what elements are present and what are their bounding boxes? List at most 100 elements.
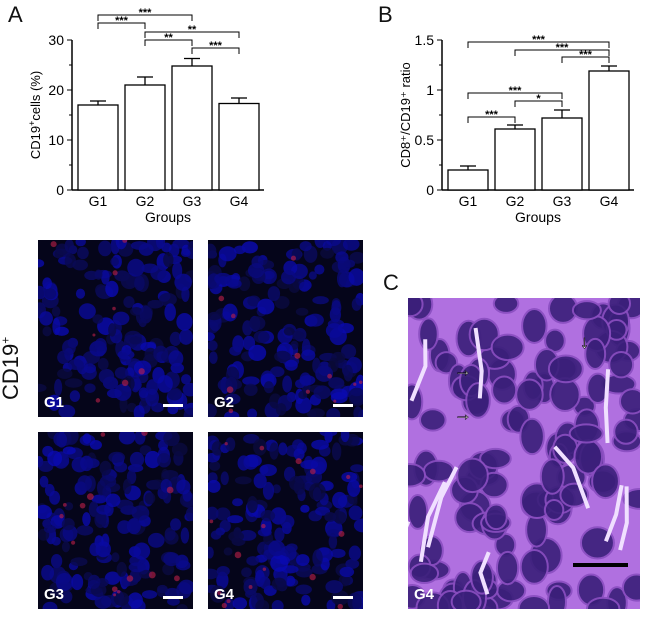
scale-bar bbox=[163, 596, 183, 599]
nucleus bbox=[484, 503, 508, 531]
cd19-signal bbox=[50, 241, 57, 248]
stroma bbox=[426, 466, 459, 548]
significance-bracket bbox=[97, 14, 193, 21]
nucleus bbox=[39, 475, 49, 488]
nucleus bbox=[348, 505, 363, 521]
bar-g4 bbox=[218, 102, 260, 191]
nucleus bbox=[38, 285, 47, 300]
cd19-signal bbox=[228, 408, 234, 414]
cd19-signal bbox=[121, 379, 129, 387]
nucleus bbox=[116, 499, 134, 510]
cd19-signal bbox=[100, 432, 106, 437]
fluorescence-image-g3: G3 bbox=[38, 432, 193, 609]
nucleus bbox=[209, 460, 221, 471]
nucleus bbox=[253, 473, 267, 489]
significance-label: * bbox=[536, 93, 541, 105]
bar-g3 bbox=[171, 65, 213, 191]
nucleus bbox=[274, 350, 291, 363]
image-label: G2 bbox=[214, 394, 235, 411]
x-tick-label: G3 bbox=[183, 193, 202, 209]
cd19-signal bbox=[358, 380, 363, 384]
nucleus bbox=[519, 417, 545, 456]
nucleus bbox=[299, 375, 316, 386]
nucleus bbox=[608, 350, 635, 379]
nucleus bbox=[110, 257, 119, 266]
significance-bracket bbox=[467, 116, 516, 123]
nucleus bbox=[157, 375, 173, 393]
nucleus bbox=[49, 490, 61, 505]
nucleus bbox=[88, 501, 99, 517]
arrow-icon: ↓ bbox=[580, 332, 589, 352]
nucleus bbox=[96, 504, 111, 515]
nucleus bbox=[308, 271, 317, 280]
nucleus bbox=[281, 270, 296, 285]
nucleus bbox=[155, 240, 166, 249]
nucleus bbox=[331, 442, 342, 461]
nucleus bbox=[113, 591, 130, 606]
nucleus bbox=[257, 298, 275, 315]
cd19-signal bbox=[353, 382, 357, 386]
cd19-signal bbox=[148, 571, 156, 579]
nucleus bbox=[218, 246, 237, 262]
cd19-signal bbox=[224, 442, 228, 446]
nucleus bbox=[328, 377, 345, 389]
nucleus bbox=[247, 263, 265, 279]
nucleus bbox=[138, 387, 149, 399]
nucleus bbox=[157, 453, 171, 468]
nucleus bbox=[314, 264, 325, 275]
nucleus bbox=[274, 527, 285, 542]
nucleus bbox=[114, 367, 129, 379]
nucleus bbox=[68, 359, 84, 370]
nucleus bbox=[38, 383, 47, 393]
nucleus bbox=[284, 359, 298, 371]
nucleus bbox=[293, 479, 306, 495]
nucleus bbox=[42, 601, 58, 609]
significance-bracket bbox=[514, 100, 563, 107]
nucleus bbox=[54, 326, 69, 336]
significance-label: *** bbox=[556, 42, 570, 54]
nucleus bbox=[515, 378, 544, 411]
cd19-signal bbox=[174, 575, 180, 582]
nucleus bbox=[325, 580, 344, 594]
nucleus bbox=[89, 542, 101, 557]
nucleus bbox=[247, 495, 258, 513]
nucleus bbox=[174, 273, 192, 291]
nucleus bbox=[568, 423, 604, 444]
x-axis-label: Groups bbox=[515, 209, 561, 225]
nucleus bbox=[214, 272, 232, 285]
nucleus bbox=[178, 579, 193, 595]
nucleus bbox=[280, 515, 295, 529]
significance-label: *** bbox=[115, 15, 129, 27]
nucleus bbox=[133, 360, 152, 376]
x-tick-label: G4 bbox=[230, 193, 249, 209]
nucleus bbox=[237, 455, 250, 471]
cd19-signal bbox=[248, 585, 253, 589]
nucleus bbox=[94, 269, 103, 280]
nucleus bbox=[224, 393, 241, 405]
y-tick-label: 0 bbox=[56, 182, 64, 198]
nucleus bbox=[87, 574, 101, 589]
nucleus bbox=[312, 549, 323, 567]
stroma bbox=[618, 486, 629, 551]
nucleus bbox=[167, 387, 183, 401]
nucleus bbox=[51, 536, 61, 546]
nucleus bbox=[325, 523, 343, 537]
nucleus bbox=[75, 240, 86, 247]
nucleus bbox=[114, 461, 128, 473]
nucleus bbox=[618, 388, 640, 415]
nucleus bbox=[246, 556, 260, 566]
nucleus bbox=[325, 323, 343, 338]
nucleus bbox=[123, 296, 135, 309]
nucleus bbox=[170, 518, 182, 531]
fluorescence-image-g4: G4 bbox=[208, 432, 363, 609]
nucleus bbox=[116, 561, 127, 577]
nucleus bbox=[99, 460, 112, 476]
nucleus bbox=[129, 336, 142, 345]
x-tick-label: G2 bbox=[506, 193, 525, 209]
nucleus bbox=[238, 276, 251, 292]
nucleus bbox=[208, 332, 215, 342]
cd19-signal bbox=[122, 240, 128, 243]
nucleus bbox=[130, 241, 149, 250]
nucleus bbox=[257, 528, 272, 537]
